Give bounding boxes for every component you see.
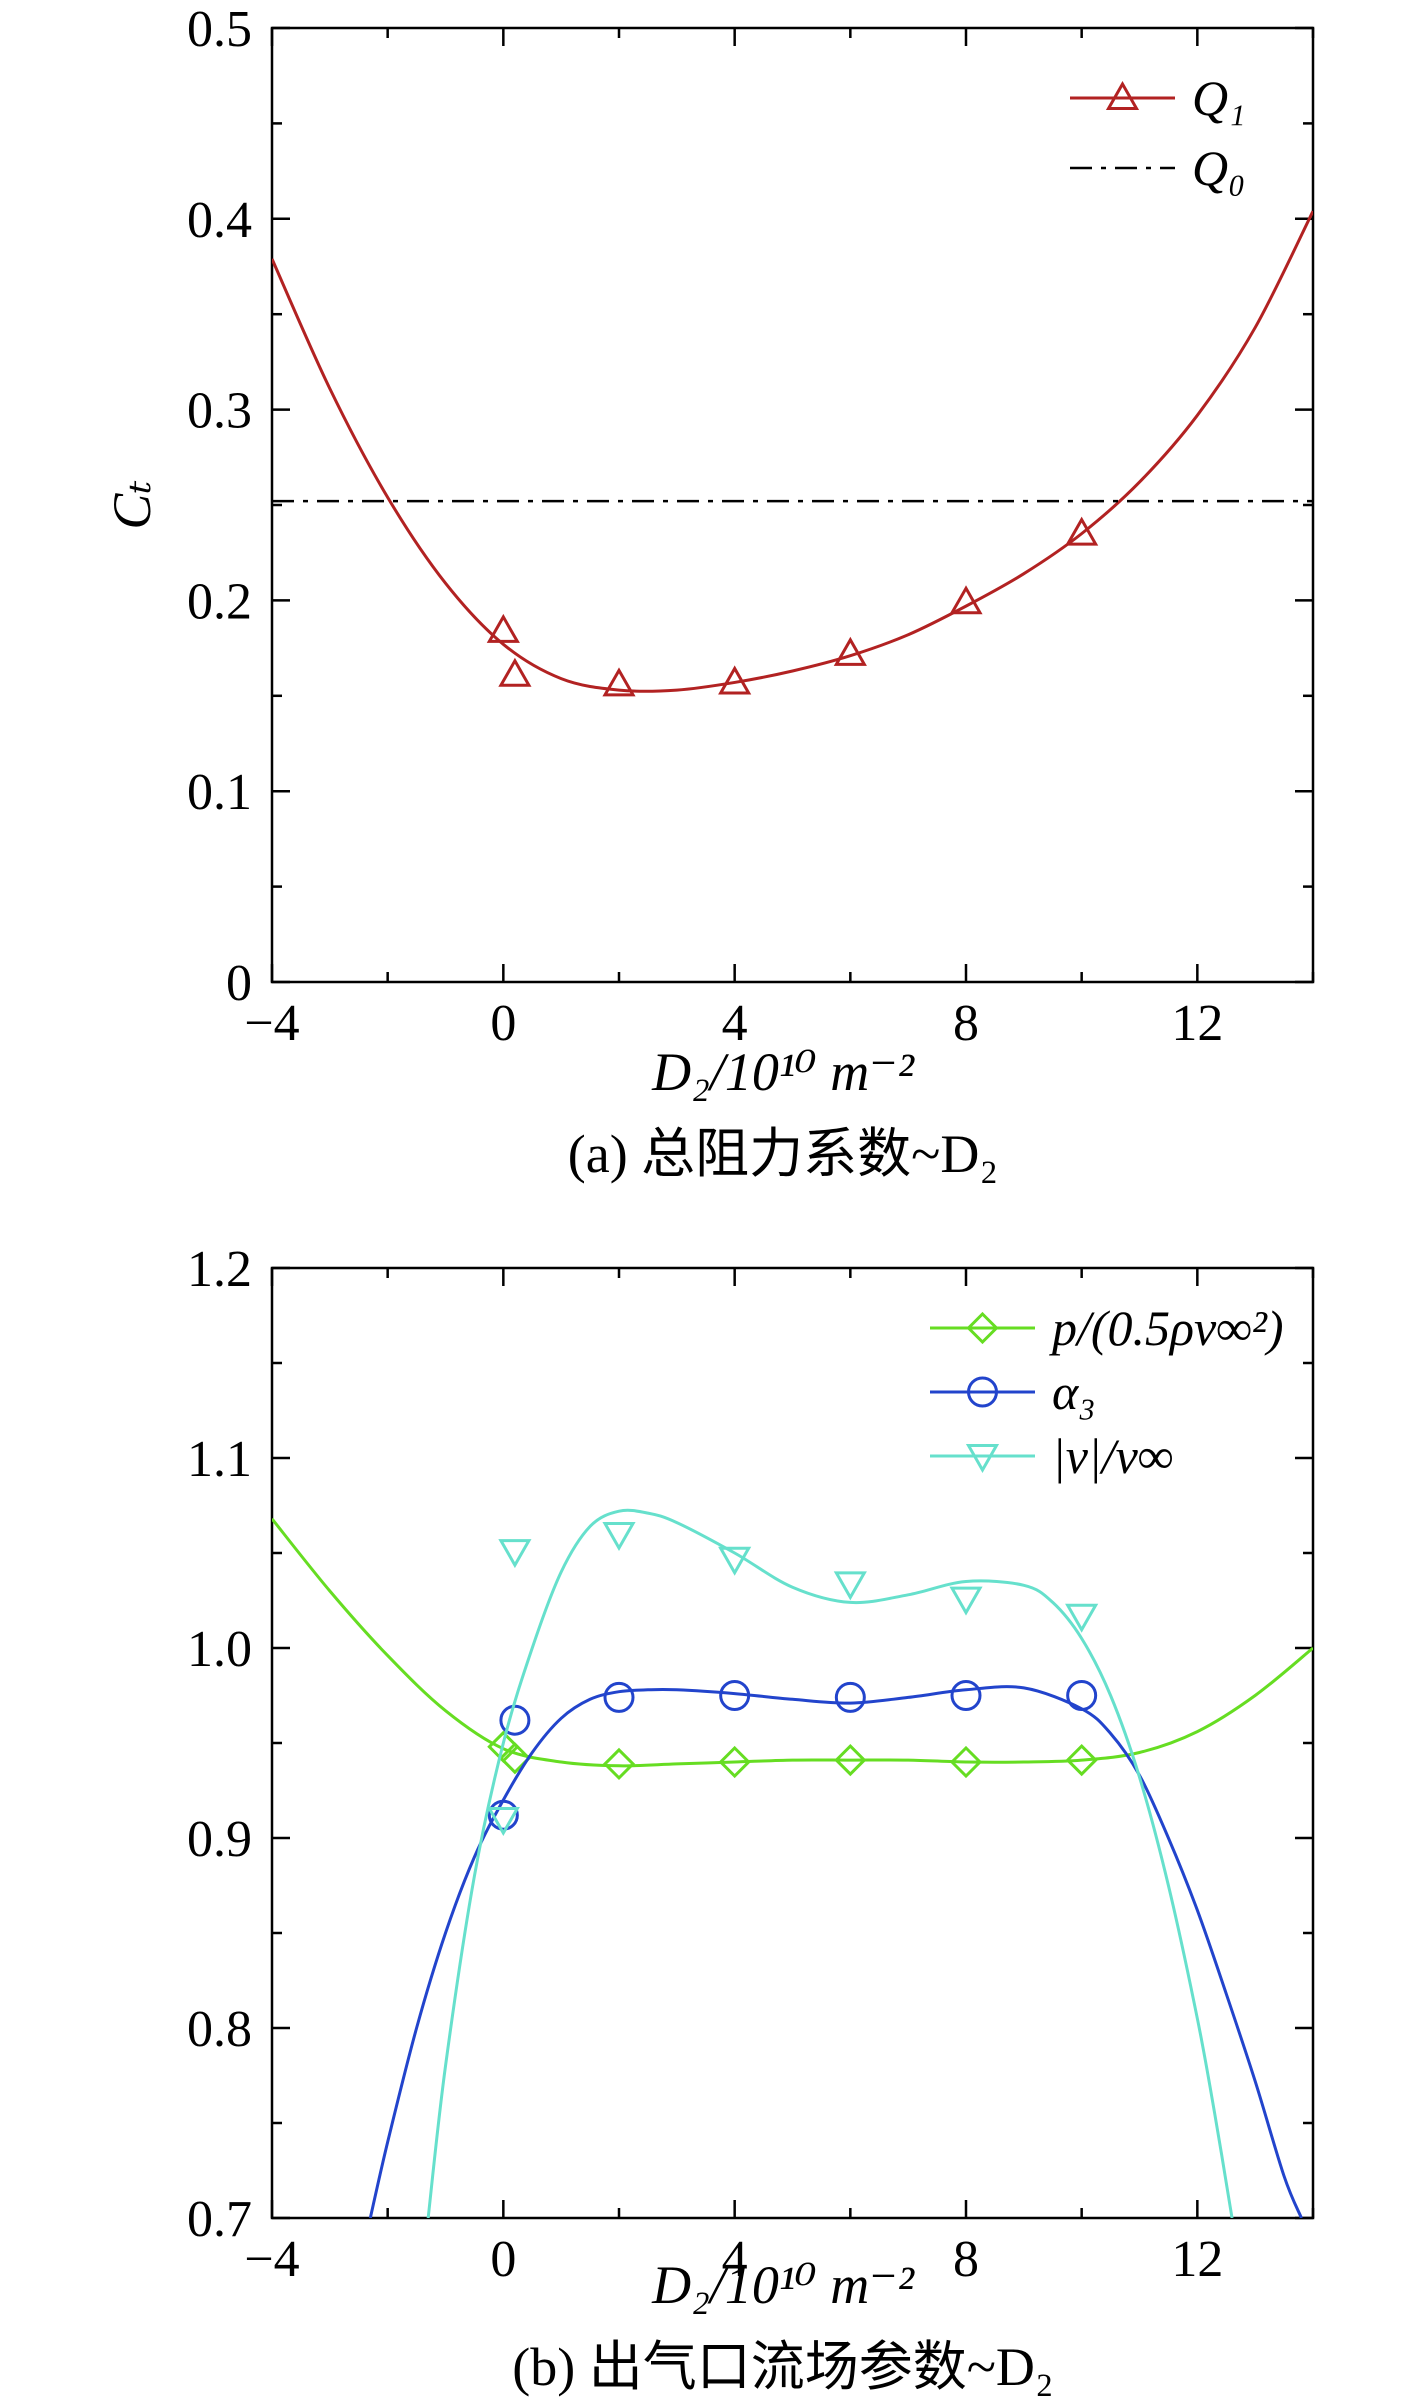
panel-b-series-0-fit-curve	[272, 1517, 1313, 1768]
panel-a-ytick-label: 0	[226, 955, 252, 1012]
panel-b-series-0-point	[834, 1743, 867, 1777]
panel-b-ytick-label: 1.1	[187, 1431, 252, 1488]
panel-b-series-2-legend-label: |v|/v∞	[1052, 1428, 1173, 1484]
panel-a-series-0-legend-marker	[1105, 80, 1140, 110]
panel-b-xtick-label: −4	[244, 2231, 299, 2288]
panel-a-ylabel: Cₜ	[102, 480, 162, 529]
panel-a-plot-area	[272, 210, 1313, 697]
panel-b-ytick-label: 0.8	[187, 2001, 252, 2058]
panel-b-series-2-point	[833, 1571, 867, 1601]
panel-a-series-0-point	[949, 585, 983, 615]
panel-b-series-1-legend-marker	[967, 1376, 998, 1408]
panel-a-series-0-point	[498, 657, 532, 687]
panel-b-xtick-label: 12	[1171, 2231, 1223, 2288]
panel-b-ytick-label: 1.0	[187, 1621, 252, 1678]
panel-b-series-1-point	[499, 1704, 531, 1736]
panel-a-series-0-point	[1065, 516, 1099, 546]
panel-b-series-2-point	[1065, 1603, 1099, 1633]
panel-a-series-0-point	[718, 665, 752, 695]
panel-b-series-0-legend-marker	[966, 1311, 999, 1345]
panel-a-ytick-label: 0.5	[187, 1, 252, 58]
panel-b-xtick-label: 0	[490, 2231, 516, 2288]
panel-b-series-0-point	[949, 1745, 983, 1779]
panel-b-series-1-point	[834, 1681, 866, 1713]
panel-a-series-0-point	[833, 636, 867, 666]
panel-b-series-1-fit-curve	[368, 1685, 1303, 2218]
panel-b-series-2-point	[602, 1522, 636, 1552]
panel-b-series-2-point	[949, 1586, 983, 1616]
panel-b-series-1-point	[603, 1681, 635, 1713]
panel-a-ytick-label: 0.4	[187, 192, 252, 249]
panel-b-ytick-label: 1.2	[187, 1241, 252, 1298]
panel-b-chart: D₂/10¹⁰ m⁻² (b) 出气口流场参数~D₂ −4 0 4 8 12 0.7 0.8…	[187, 1241, 1315, 2397]
panel-b-series-1-point	[1066, 1680, 1098, 1711]
panel-a-series-1-legend-label: Q₀	[1192, 140, 1246, 196]
panel-a-series-0-point	[486, 613, 520, 643]
panel-b-series-2-point	[486, 1807, 520, 1837]
panel-b-series-0-point	[1065, 1743, 1098, 1777]
panel-a-xtick-label: 0	[490, 995, 516, 1052]
panel-b-series-0-point	[718, 1745, 751, 1779]
panel-a-xlabel: D₂/10¹⁰ m⁻²	[651, 1042, 915, 1102]
panel-a-caption: (a) 总阻力系数~D₂	[568, 1124, 998, 1184]
panel-b-series-0-legend-label: p/(0.5ρv∞²)	[1049, 1300, 1284, 1356]
panel-b-series-1-point	[950, 1680, 982, 1711]
panel-a-series-0-fit-curve	[272, 210, 1313, 693]
panel-b-xtick-label: 8	[953, 2231, 979, 2288]
panel-b-caption: (b) 出气口流场参数~D₂	[512, 2337, 1054, 2397]
panel-a-xtick-label: 4	[722, 995, 748, 1052]
panel-b-series-1-legend-label: α₃	[1052, 1364, 1096, 1420]
panel-a-series-0-point	[602, 667, 636, 697]
panel-a-chart: Cₜ D₂/10¹⁰ m⁻² (a) 总阻力系数~D₂ −4 0 4 8 1200.10…	[102, 1, 1315, 1184]
panel-a-xtick-label: 12	[1171, 995, 1223, 1052]
panel-a-ytick-label: 0.3	[187, 383, 252, 440]
panel-b-series-2-legend-marker	[965, 1444, 1000, 1474]
panel-a-xtick-label: −4	[244, 995, 299, 1052]
panel-b-series-1-point	[487, 1799, 519, 1831]
panel-b-series-0-point	[498, 1742, 532, 1775]
panel-b-series-2-point	[718, 1546, 752, 1576]
panel-b-ytick-label: 0.7	[187, 2191, 252, 2248]
panel-b-plot-area	[272, 1508, 1313, 2218]
panel-b-series-0-point	[602, 1747, 636, 1781]
panel-b-plot-frame	[270, 1266, 1315, 2220]
panel-a-plot-frame	[270, 26, 1315, 984]
panel-b-ytick-label: 0.9	[187, 1811, 252, 1868]
panel-b-series-2-fit-curve	[426, 1508, 1234, 2218]
panel-a-series-0-legend-label: Q₁	[1192, 70, 1246, 126]
panel-a-ytick-label: 0.1	[187, 764, 252, 821]
panel-a-xtick-label: 8	[953, 995, 979, 1052]
panel-a-ytick-label: 0.2	[187, 573, 252, 630]
panel-b-xtick-label: 4	[722, 2231, 748, 2288]
panel-b-series-1-point	[719, 1680, 751, 1711]
panel-b-xlabel: D₂/10¹⁰ m⁻²	[651, 2255, 915, 2315]
panel-b-series-2-point	[498, 1539, 532, 1569]
